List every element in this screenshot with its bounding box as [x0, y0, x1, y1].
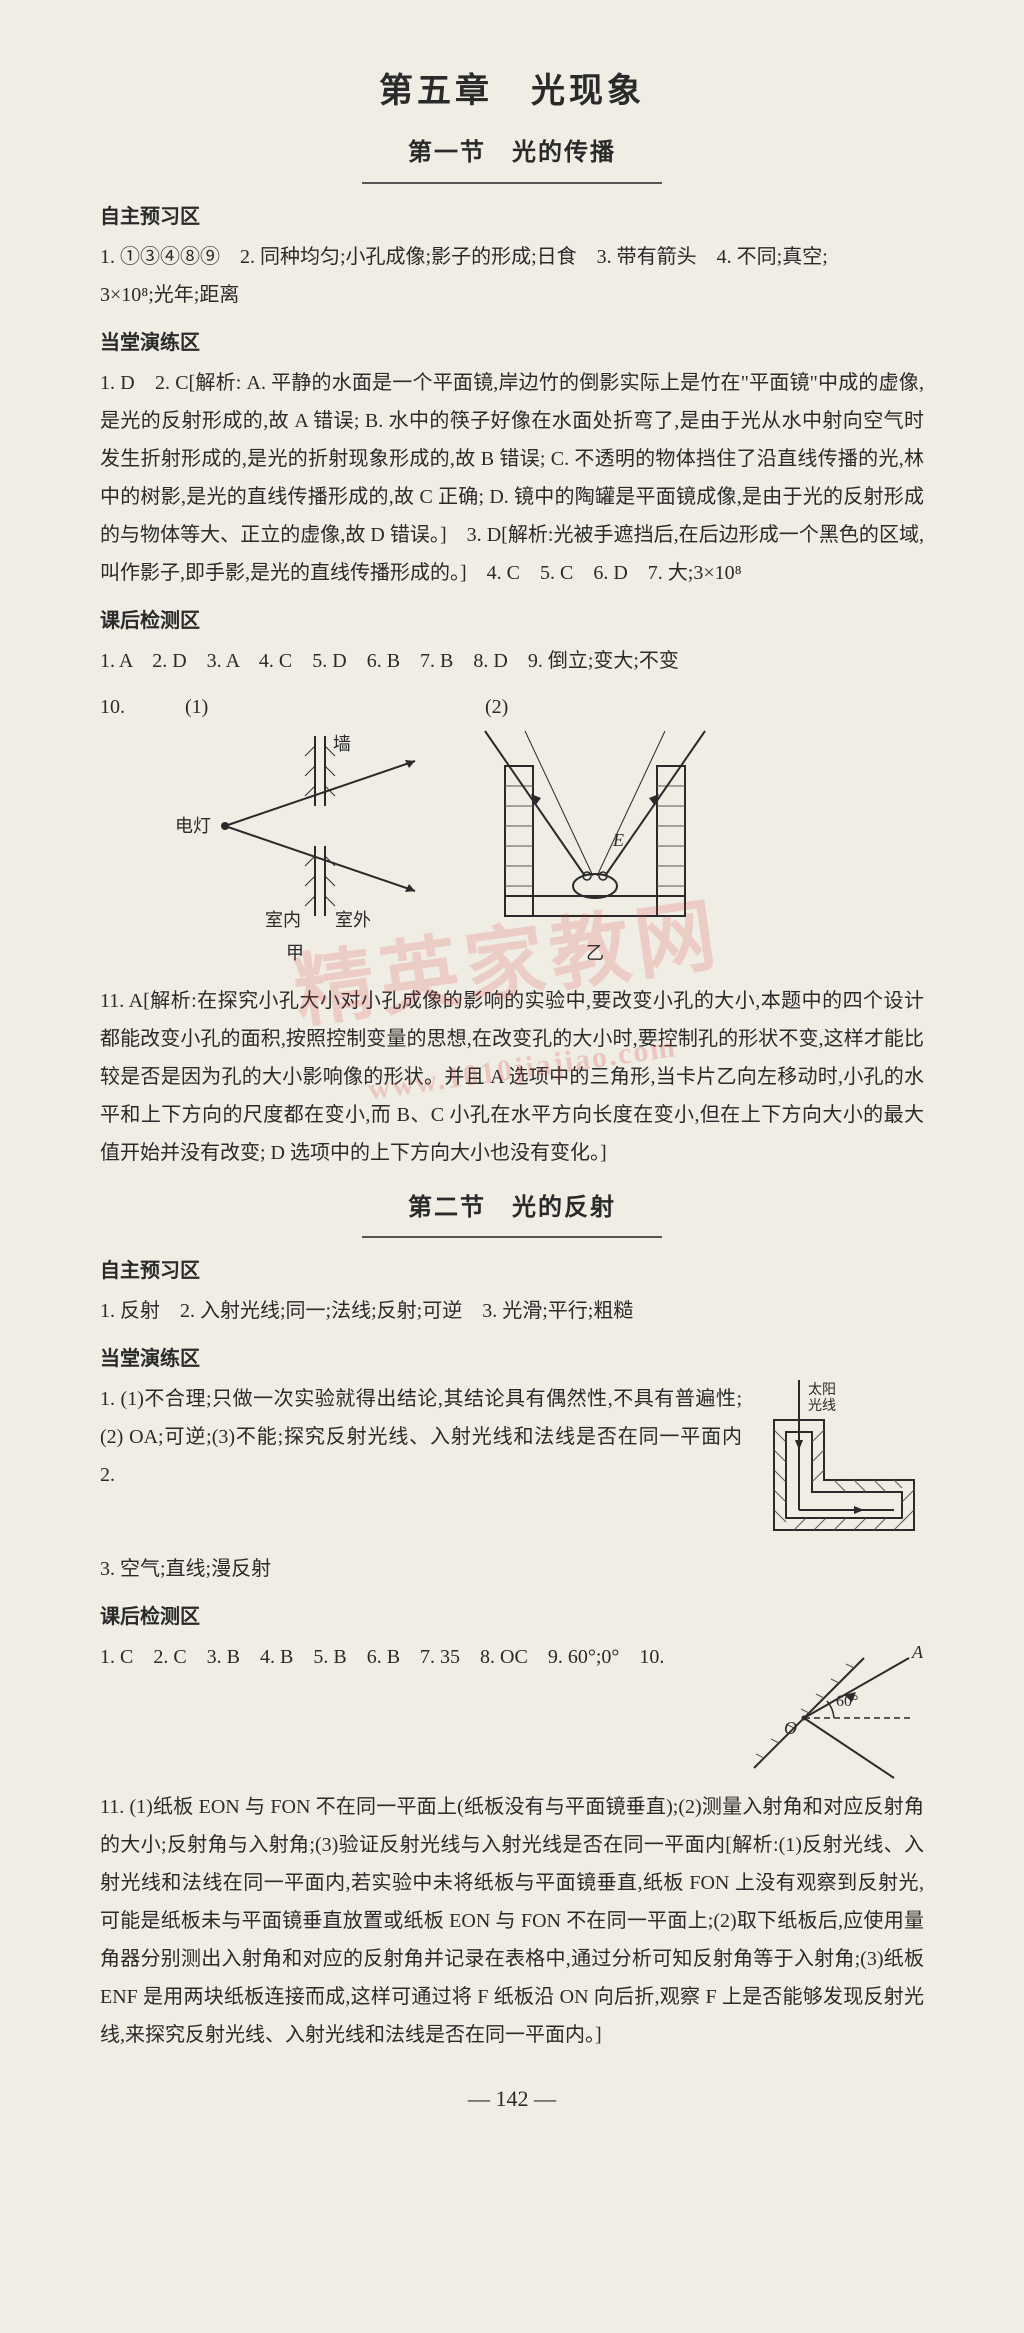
fig4-a-label: A [911, 1642, 924, 1662]
section2-after-row: 1. C 2. C 3. B 4. B 5. B 6. B 7. 35 8. O… [100, 1638, 924, 1788]
fig1-wall-label: 墙 [333, 734, 351, 754]
figure-1-svg: 墙 电灯 室内 室外 [165, 726, 425, 936]
figure-2-wrap: (2) E [465, 688, 725, 970]
fig2-subnum: (2) [485, 688, 725, 726]
fig1-subnum: (1) [185, 688, 425, 726]
section1-underline [362, 182, 662, 184]
section1-preview-heading: 自主预习区 [100, 198, 924, 236]
figure-2-svg: E [465, 726, 725, 936]
fig1-outdoor-label: 室外 [335, 910, 371, 930]
section2-inclass-para: 1. (1)不合理;只做一次实验就得出结论,其结论具有偶然性,不具有普遍性;(2… [100, 1380, 742, 1494]
section2-after-line: 1. C 2. C 3. B 4. B 5. B 6. B 7. 35 8. O… [100, 1638, 712, 1676]
section1-after-line: 1. A 2. D 3. A 4. C 5. D 6. B 7. B 8. D … [100, 642, 924, 680]
section2-underline [362, 1236, 662, 1238]
fig1-indoor-label: 室内 [265, 910, 301, 930]
figure-4-wrap: O A 60° [724, 1638, 924, 1788]
figure-4-svg: O A 60° [724, 1638, 924, 1788]
section2-q3: 3. 空气;直线;漫反射 [100, 1550, 924, 1588]
section1-preview-line2: 3×10⁸;光年;距离 [100, 276, 924, 314]
section1-after-heading: 课后检测区 [100, 602, 924, 640]
section2-title: 第二节 光的反射 [100, 1186, 924, 1232]
section2-inclass-row: 1. (1)不合理;只做一次实验就得出结论,其结论具有偶然性,不具有普遍性;(2… [100, 1380, 924, 1550]
figure-1-wrap: (1) 墙 电灯 室内 [165, 688, 425, 970]
section1-preview-line1: 1. ①③④⑧⑨ 2. 同种均匀;小孔成像;影子的形成;日食 3. 带有箭头 4… [100, 238, 924, 276]
fig2-e-label: E [612, 830, 624, 850]
q10-label: 10. [100, 688, 125, 726]
section2-inclass-heading: 当堂演练区 [100, 1340, 924, 1378]
section1-inclass-heading: 当堂演练区 [100, 324, 924, 362]
fig4-o-label: O [784, 1718, 797, 1738]
section2-after-heading: 课后检测区 [100, 1598, 924, 1636]
page-number: — 142 — [100, 2078, 924, 2120]
section2-q11: 11. (1)纸板 EON 与 FON 不在同一平面上(纸板没有与平面镜垂直);… [100, 1788, 924, 2054]
fig3-sun-label: 太阳 [808, 1382, 836, 1398]
fig1-lamp-label: 电灯 [175, 816, 211, 836]
section2-preview-line: 1. 反射 2. 入射光线;同一;法线;反射;可逆 3. 光滑;平行;粗糙 [100, 1292, 924, 1330]
fig4-angle-label: 60° [836, 1693, 858, 1710]
figure-3-wrap: 太阳 光线 [754, 1380, 924, 1550]
section1-inclass-para: 1. D 2. C[解析: A. 平静的水面是一个平面镜,岸边竹的倒影实际上是竹… [100, 364, 924, 592]
fig2-caption: 乙 [465, 936, 725, 970]
section1-title: 第一节 光的传播 [100, 131, 924, 177]
q10-row: 10. (1) 墙 [100, 688, 924, 970]
fig1-caption: 甲 [165, 936, 425, 970]
chapter-title: 第五章 光现象 [100, 60, 924, 125]
section2-preview-heading: 自主预习区 [100, 1252, 924, 1290]
section1-q11: 11. A[解析:在探究小孔大小对小孔成像的影响的实验中,要改变小孔的大小,本题… [100, 982, 924, 1172]
figure-3-svg: 太阳 光线 [754, 1380, 924, 1550]
fig3-sun-label2: 光线 [808, 1398, 836, 1414]
